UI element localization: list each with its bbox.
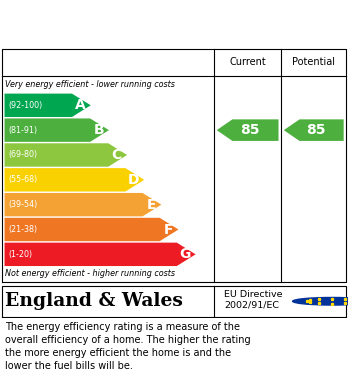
Text: Potential: Potential xyxy=(292,57,335,67)
Polygon shape xyxy=(5,93,91,117)
Polygon shape xyxy=(284,119,344,141)
Polygon shape xyxy=(217,119,278,141)
Text: G: G xyxy=(180,248,191,261)
Circle shape xyxy=(293,298,348,305)
Polygon shape xyxy=(5,218,179,241)
Text: A: A xyxy=(75,98,86,112)
Text: EU Directive
2002/91/EC: EU Directive 2002/91/EC xyxy=(224,290,283,309)
Text: Current: Current xyxy=(229,57,266,67)
Text: F: F xyxy=(164,222,173,237)
Text: D: D xyxy=(128,173,140,187)
Text: (55-68): (55-68) xyxy=(9,175,38,184)
Text: B: B xyxy=(93,123,104,137)
Polygon shape xyxy=(5,143,127,167)
Polygon shape xyxy=(5,193,161,216)
Text: (1-20): (1-20) xyxy=(9,250,33,259)
Polygon shape xyxy=(5,168,144,192)
Text: Energy Efficiency Rating: Energy Efficiency Rating xyxy=(10,16,251,34)
Text: The energy efficiency rating is a measure of the
overall efficiency of a home. T: The energy efficiency rating is a measur… xyxy=(5,321,251,371)
Polygon shape xyxy=(5,118,109,142)
Text: 85: 85 xyxy=(240,123,260,137)
Text: (39-54): (39-54) xyxy=(9,200,38,209)
Text: Very energy efficient - lower running costs: Very energy efficient - lower running co… xyxy=(5,80,175,89)
Text: Not energy efficient - higher running costs: Not energy efficient - higher running co… xyxy=(5,269,175,278)
Text: (92-100): (92-100) xyxy=(9,101,43,110)
Text: (81-91): (81-91) xyxy=(9,126,38,135)
Text: E: E xyxy=(146,198,156,212)
Text: England & Wales: England & Wales xyxy=(5,292,183,310)
Polygon shape xyxy=(5,243,196,266)
Text: (69-80): (69-80) xyxy=(9,151,38,160)
Text: C: C xyxy=(112,148,122,162)
Text: 85: 85 xyxy=(306,123,326,137)
Text: (21-38): (21-38) xyxy=(9,225,38,234)
